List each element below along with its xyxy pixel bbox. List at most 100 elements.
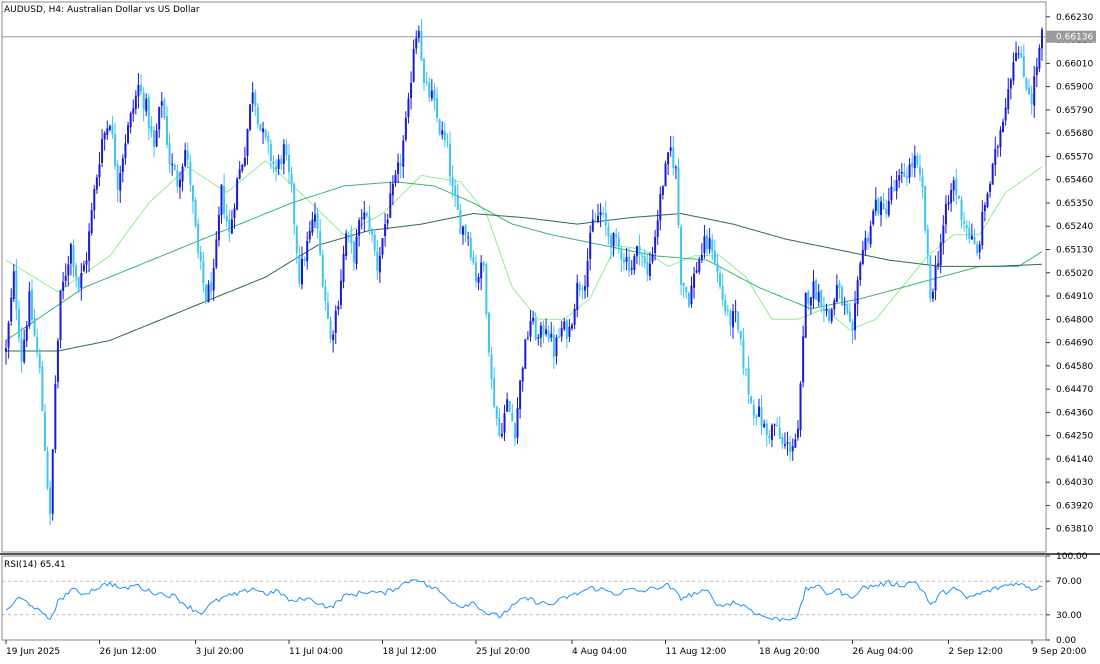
candle-bull bbox=[220, 184, 223, 216]
candle-bull bbox=[812, 281, 815, 299]
candle-bear bbox=[420, 30, 423, 61]
candle-bear bbox=[165, 116, 168, 145]
candle-bull bbox=[770, 425, 773, 440]
candle-bear bbox=[33, 318, 36, 336]
candle-bear bbox=[36, 337, 39, 353]
candle-bear bbox=[469, 237, 472, 258]
candle-bear bbox=[1025, 78, 1028, 90]
candle-bear bbox=[41, 366, 44, 411]
candle-bear bbox=[594, 220, 597, 222]
x-tick-label: 2 Sep 12:00 bbox=[949, 647, 1004, 657]
candle-bear bbox=[838, 283, 841, 289]
candle-bull bbox=[856, 280, 859, 305]
candle-bear bbox=[295, 226, 298, 254]
candle-bull bbox=[529, 320, 532, 337]
candle-bull bbox=[93, 189, 96, 211]
rsi-line bbox=[5, 579, 1043, 622]
candle-bear bbox=[267, 136, 270, 143]
candle-bull bbox=[363, 212, 366, 220]
candle-bull bbox=[56, 340, 59, 382]
candle-bull bbox=[612, 233, 615, 247]
candle-bull bbox=[895, 179, 898, 192]
x-tick-label: 11 Jul 04:00 bbox=[289, 647, 343, 657]
x-tick-label: 19 Jun 2025 bbox=[6, 647, 60, 657]
candle-bull bbox=[986, 193, 989, 207]
candle-bull bbox=[64, 275, 67, 281]
candle-bull bbox=[757, 406, 760, 417]
candle-bull bbox=[360, 217, 363, 219]
candle-bear bbox=[646, 262, 649, 275]
candle-bear bbox=[319, 230, 322, 255]
candle-bear bbox=[140, 85, 143, 92]
candle-bear bbox=[867, 237, 870, 243]
candle-bull bbox=[991, 164, 994, 185]
candle-bear bbox=[280, 159, 283, 164]
candle-bull bbox=[521, 367, 524, 382]
candle-bull bbox=[90, 210, 93, 233]
candle-bear bbox=[742, 339, 745, 369]
price-tick-label: 0.65790 bbox=[1056, 106, 1093, 116]
candle-bull bbox=[648, 263, 651, 277]
candle-bear bbox=[815, 280, 818, 300]
candle-bull bbox=[584, 286, 587, 291]
moving-average-line-1 bbox=[5, 160, 1043, 331]
candle-bear bbox=[173, 164, 176, 170]
candle-bear bbox=[147, 97, 150, 129]
candle-bull bbox=[695, 270, 698, 273]
candle-bull bbox=[1015, 52, 1018, 61]
candle-bear bbox=[495, 406, 498, 419]
candle-bear bbox=[960, 199, 963, 220]
candle-bull bbox=[10, 297, 13, 322]
candle-bear bbox=[685, 286, 688, 293]
candle-bull bbox=[394, 174, 397, 183]
candle-bear bbox=[347, 234, 350, 236]
candle-bear bbox=[918, 166, 921, 175]
candle-bull bbox=[817, 291, 820, 302]
moving-averages bbox=[5, 160, 1043, 352]
candle-bull bbox=[791, 446, 794, 452]
candle-bull bbox=[550, 333, 553, 338]
candle-bull bbox=[983, 205, 986, 212]
candle-bear bbox=[298, 255, 301, 284]
candle-bear bbox=[745, 369, 747, 371]
candle-bull bbox=[996, 146, 999, 148]
candle-bull bbox=[241, 164, 244, 171]
candle-bull bbox=[669, 147, 672, 152]
candle-bear bbox=[449, 143, 451, 177]
candle-bull bbox=[545, 329, 548, 335]
price-tick-label: 0.65240 bbox=[1056, 222, 1093, 232]
candle-bull bbox=[334, 310, 337, 333]
candle-bear bbox=[199, 251, 202, 261]
candle-bull bbox=[555, 337, 558, 357]
candle-bear bbox=[885, 208, 888, 214]
candle-bull bbox=[519, 380, 522, 410]
candle-bear bbox=[846, 303, 849, 313]
candle-bear bbox=[617, 237, 620, 248]
candle-bear bbox=[433, 89, 436, 101]
candle-bear bbox=[225, 215, 228, 222]
candle-bear bbox=[781, 436, 784, 444]
candle-bull bbox=[654, 237, 657, 254]
candle-bear bbox=[607, 226, 610, 237]
candle-bear bbox=[373, 234, 376, 251]
candle-bear bbox=[472, 257, 475, 263]
candle-bull bbox=[734, 311, 737, 313]
candle-bull bbox=[1012, 61, 1015, 81]
candle-bull bbox=[524, 339, 527, 369]
candle-bear bbox=[511, 412, 514, 422]
candle-bull bbox=[783, 444, 786, 446]
candle-bear bbox=[737, 312, 740, 331]
x-tick-label: 11 Aug 12:00 bbox=[666, 647, 727, 657]
candle-bull bbox=[212, 267, 215, 291]
candle-bear bbox=[620, 249, 623, 260]
candle-bull bbox=[698, 259, 701, 272]
candle-bull bbox=[874, 199, 877, 212]
candle-bear bbox=[371, 231, 374, 235]
x-tick-label: 18 Jul 12:00 bbox=[382, 647, 436, 657]
candle-bear bbox=[508, 400, 511, 412]
candle-bull bbox=[667, 152, 670, 165]
price-tick-label: 0.64910 bbox=[1056, 292, 1093, 302]
candle-bear bbox=[485, 263, 488, 315]
candle-bear bbox=[848, 311, 851, 322]
